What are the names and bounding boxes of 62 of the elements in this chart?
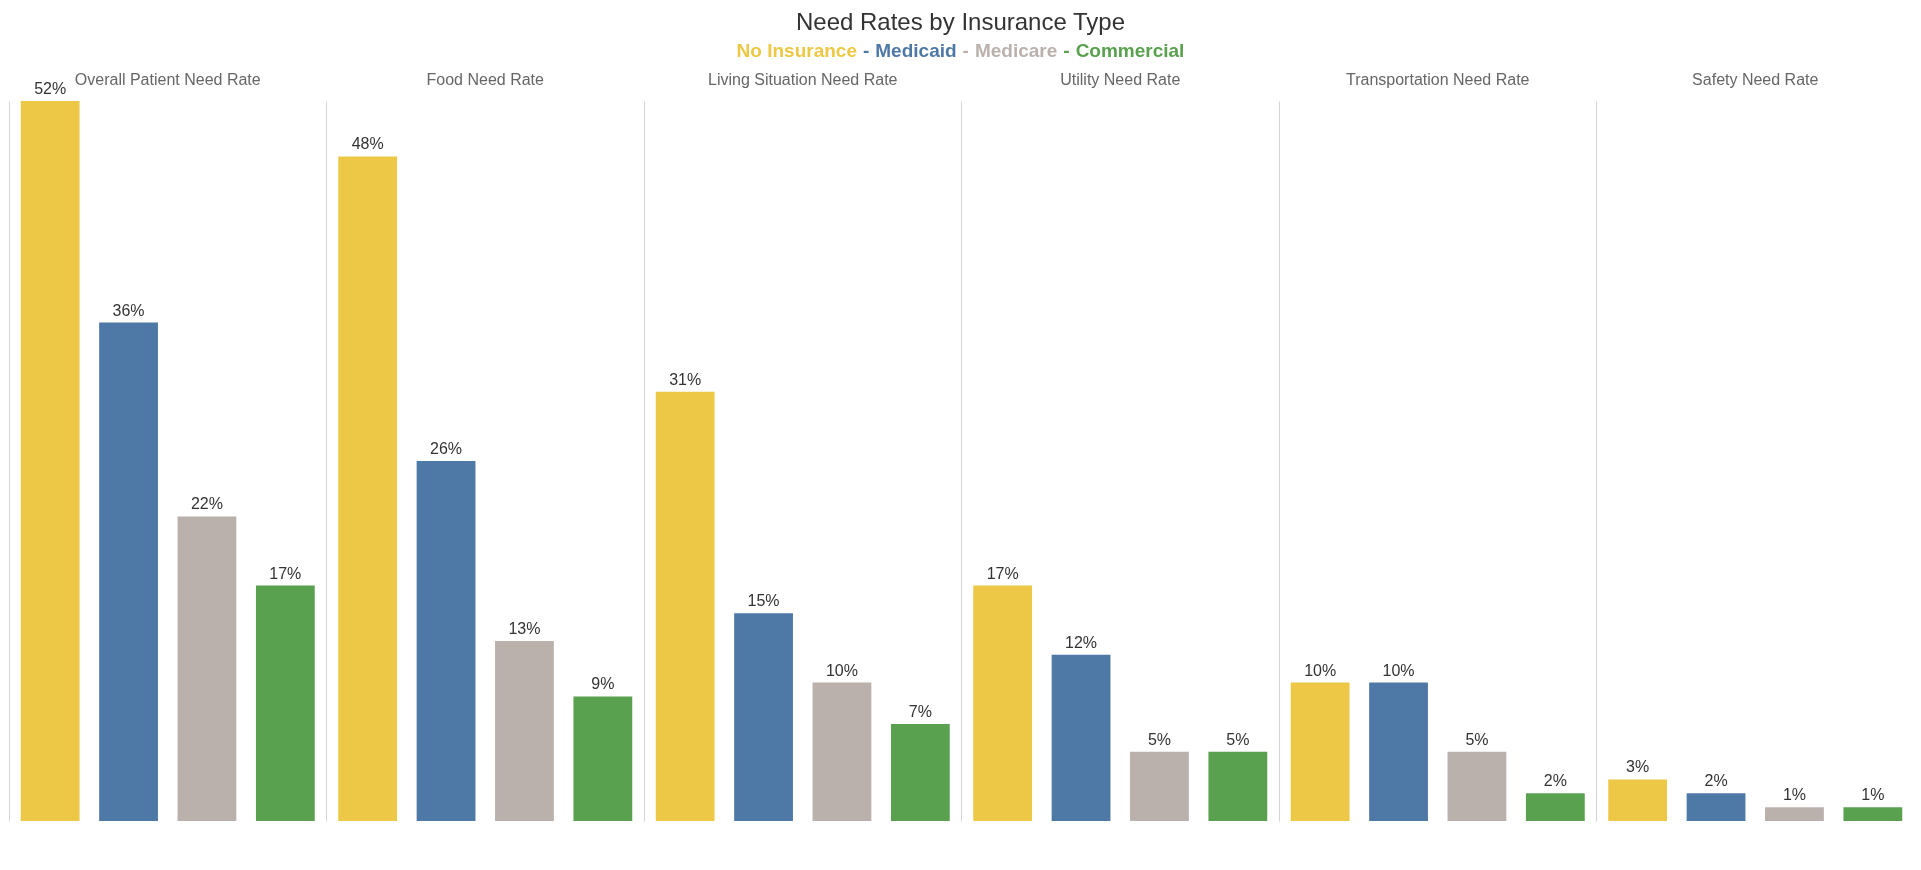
bar [1130, 751, 1189, 821]
bar [99, 322, 158, 821]
data-label: 10% [1304, 661, 1337, 679]
text: No Insurance [736, 40, 857, 61]
text: - [962, 40, 969, 61]
x-tick-label: Overall Patient Need Rate [74, 70, 261, 88]
x-tick-label: Utility Need Rate [1060, 70, 1181, 88]
bar [1208, 751, 1268, 821]
bar [734, 613, 793, 821]
bar [1608, 779, 1668, 821]
bar [1369, 682, 1428, 821]
bar [495, 641, 554, 821]
data-label: 15% [747, 592, 780, 610]
bar [973, 585, 1033, 821]
bar [1447, 751, 1507, 821]
bar [1686, 793, 1746, 821]
bar [890, 724, 950, 821]
data-label: 5% [1465, 730, 1489, 748]
data-label: 12% [1065, 633, 1098, 651]
data-label: 52% [34, 80, 67, 97]
data-label: 22% [190, 495, 223, 513]
bar [812, 682, 872, 821]
bar [1765, 807, 1824, 821]
bar [1525, 793, 1585, 821]
bar [20, 101, 80, 821]
data-label: 17% [986, 564, 1019, 582]
data-label: 5% [1226, 730, 1250, 748]
text: - [862, 40, 870, 61]
text: Medicaid [875, 40, 957, 61]
text: - [1063, 40, 1070, 61]
data-label: 2% [1704, 772, 1728, 790]
data-label: 17% [269, 564, 302, 582]
data-label: 13% [508, 620, 541, 637]
data-label: 31% [669, 370, 702, 388]
bar [416, 461, 476, 821]
data-label: 2% [1543, 772, 1567, 790]
bar [255, 585, 315, 821]
data-label: 1% [1861, 786, 1885, 804]
text: Medicare [974, 40, 1058, 61]
data-label: 26% [430, 440, 463, 457]
x-tick-label: Transportation Need Rate [1345, 70, 1530, 88]
bar [655, 391, 715, 821]
bar [1051, 654, 1111, 821]
chart-title: Need Rates by Insurance Type [794, 7, 1127, 36]
data-label: 10% [825, 661, 858, 679]
data-label: 7% [908, 703, 932, 721]
x-tick-label: Living Situation Need Rate [708, 70, 898, 88]
data-label: 3% [1626, 758, 1650, 776]
data-label: 5% [1147, 730, 1172, 748]
data-label: 48% [351, 135, 384, 153]
data-label: 36% [112, 301, 145, 319]
data-label: 9% [591, 675, 615, 693]
x-tick-label: Food Need Rate [426, 70, 545, 88]
data-label: 1% [1782, 786, 1807, 804]
x-tick-label: Safety Need Rate [1692, 70, 1819, 88]
text: Commercial [1075, 40, 1185, 61]
bar [573, 696, 633, 821]
bar [1290, 682, 1350, 821]
bar [338, 156, 398, 821]
bar [1843, 807, 1903, 821]
bar [177, 516, 237, 821]
data-label: 10% [1382, 661, 1415, 679]
